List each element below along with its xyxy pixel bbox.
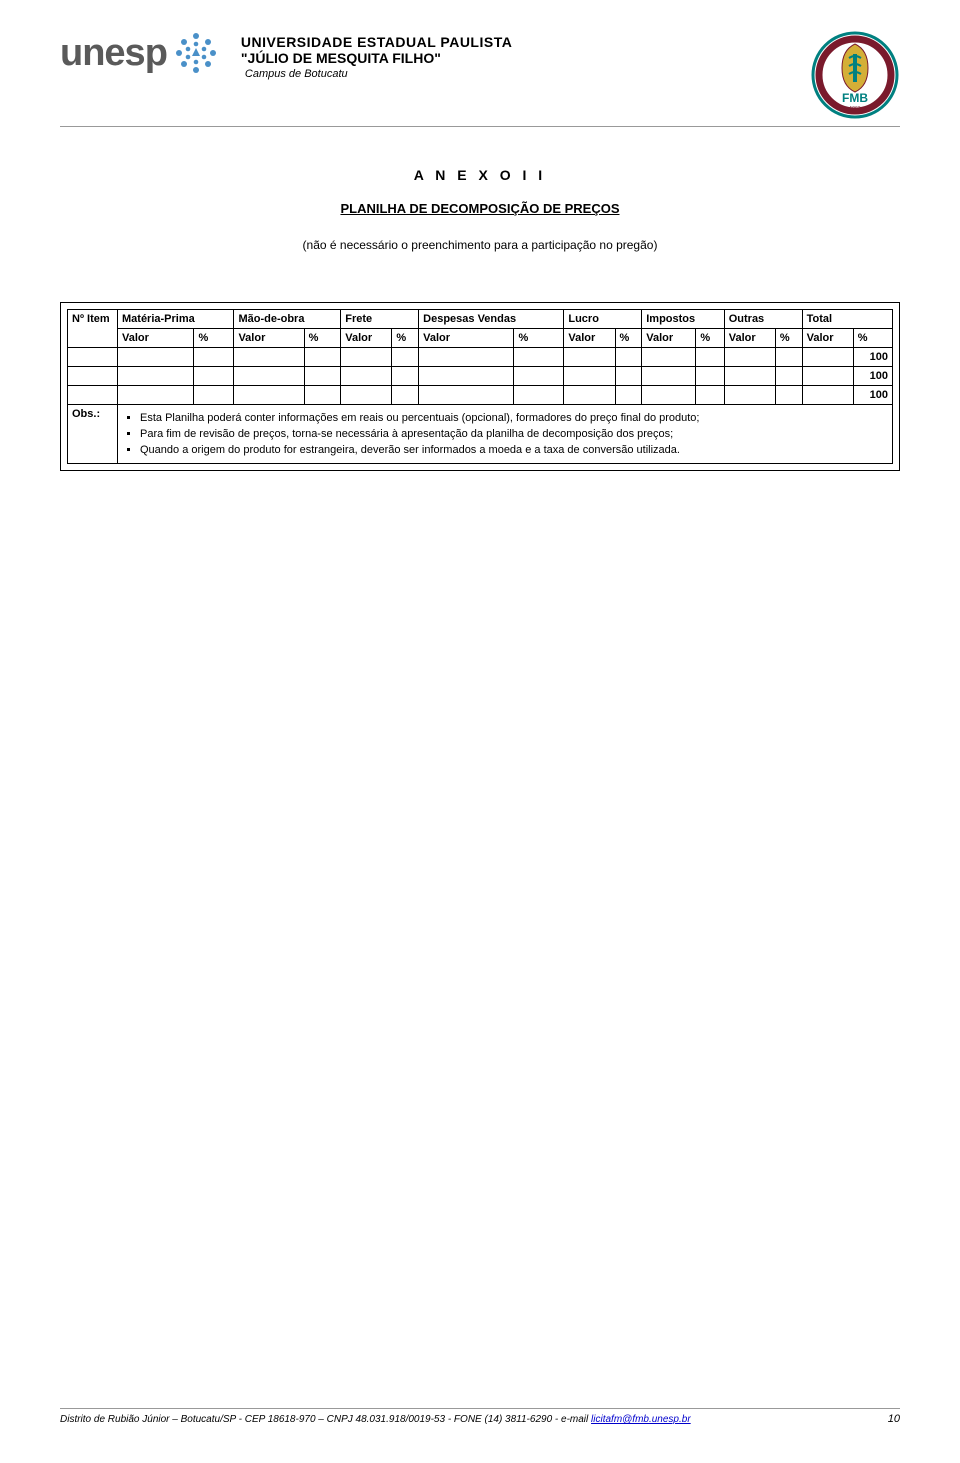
unesp-logo-text: unesp bbox=[60, 32, 167, 75]
footer-text: Distrito de Rubião Júnior – Botucatu/SP … bbox=[60, 1414, 691, 1425]
univ-name-line1: UNIVERSIDADE ESTADUAL PAULISTA bbox=[241, 34, 512, 50]
table-header-row1: Nº Item Matéria-Prima Mão-de-obra Frete … bbox=[68, 310, 893, 329]
table-header-row2: Valor % Valor % Valor % Valor % Valor % … bbox=[68, 329, 893, 348]
university-text: UNIVERSIDADE ESTADUAL PAULISTA "JÚLIO DE… bbox=[241, 30, 512, 80]
unesp-star-icon bbox=[173, 30, 219, 76]
obs-label: Obs.: bbox=[68, 405, 118, 464]
obs-item: Esta Planilha poderá conter informações … bbox=[140, 412, 888, 424]
sub-valor: Valor bbox=[419, 329, 514, 348]
col-despesas: Despesas Vendas bbox=[419, 310, 564, 329]
sub-pct: % bbox=[392, 329, 419, 348]
col-mao: Mão-de-obra bbox=[234, 310, 341, 329]
page-number: 10 bbox=[888, 1413, 900, 1425]
sub-valor: Valor bbox=[802, 329, 853, 348]
page-header: unesp UNIVERSIDADE EST bbox=[60, 30, 900, 127]
table-row: 100 bbox=[68, 348, 893, 367]
univ-campus: Campus de Botucatu bbox=[245, 68, 512, 80]
footer-address: Distrito de Rubião Júnior – Botucatu/SP … bbox=[60, 1414, 591, 1425]
document-note: (não é necessário o preenchimento para a… bbox=[60, 238, 900, 252]
univ-name-line2: "JÚLIO DE MESQUITA FILHO" bbox=[241, 50, 512, 66]
sub-valor: Valor bbox=[724, 329, 775, 348]
svg-text:1963: 1963 bbox=[849, 106, 860, 112]
header-left: unesp UNIVERSIDADE EST bbox=[60, 30, 512, 80]
footer-divider bbox=[60, 1408, 900, 1409]
sub-pct: % bbox=[853, 329, 892, 348]
sub-valor: Valor bbox=[118, 329, 194, 348]
sub-valor: Valor bbox=[564, 329, 615, 348]
col-materia: Matéria-Prima bbox=[118, 310, 234, 329]
total-cell: 100 bbox=[853, 386, 892, 405]
sub-valor: Valor bbox=[341, 329, 392, 348]
total-cell: 100 bbox=[853, 367, 892, 386]
sub-pct: % bbox=[514, 329, 564, 348]
sub-pct: % bbox=[194, 329, 234, 348]
obs-content: Esta Planilha poderá conter informações … bbox=[118, 405, 893, 464]
col-outras: Outras bbox=[724, 310, 802, 329]
svg-text:FMB: FMB bbox=[842, 91, 868, 105]
obs-row: Obs.: Esta Planilha poderá conter inform… bbox=[68, 405, 893, 464]
obs-item: Quando a origem do produto for estrangei… bbox=[140, 444, 888, 456]
table-row: 100 bbox=[68, 367, 893, 386]
sub-valor: Valor bbox=[234, 329, 304, 348]
anexo-title: A N E X O I I bbox=[60, 167, 900, 183]
sub-pct: % bbox=[304, 329, 341, 348]
page-container: unesp UNIVERSIDADE EST bbox=[0, 0, 960, 1463]
fmb-logo: FMB 1963 bbox=[810, 30, 900, 120]
obs-item: Para fim de revisão de preços, torna-se … bbox=[140, 428, 888, 440]
col-impostos: Impostos bbox=[642, 310, 724, 329]
col-lucro: Lucro bbox=[564, 310, 642, 329]
col-total: Total bbox=[802, 310, 892, 329]
document-subtitle: PLANILHA DE DECOMPOSIÇÃO DE PREÇOS bbox=[60, 201, 900, 216]
table-row: 100 bbox=[68, 386, 893, 405]
col-item: Nº Item bbox=[68, 310, 118, 348]
unesp-logo: unesp bbox=[60, 30, 219, 76]
sub-pct: % bbox=[615, 329, 642, 348]
col-frete: Frete bbox=[341, 310, 419, 329]
page-footer: Distrito de Rubião Júnior – Botucatu/SP … bbox=[60, 1408, 900, 1425]
sub-pct: % bbox=[775, 329, 802, 348]
price-table: Nº Item Matéria-Prima Mão-de-obra Frete … bbox=[67, 309, 893, 464]
total-cell: 100 bbox=[853, 348, 892, 367]
footer-email-link[interactable]: licitafm@fmb.unesp.br bbox=[591, 1414, 691, 1425]
price-table-wrap: Nº Item Matéria-Prima Mão-de-obra Frete … bbox=[60, 302, 900, 471]
sub-valor: Valor bbox=[642, 329, 696, 348]
sub-pct: % bbox=[696, 329, 724, 348]
